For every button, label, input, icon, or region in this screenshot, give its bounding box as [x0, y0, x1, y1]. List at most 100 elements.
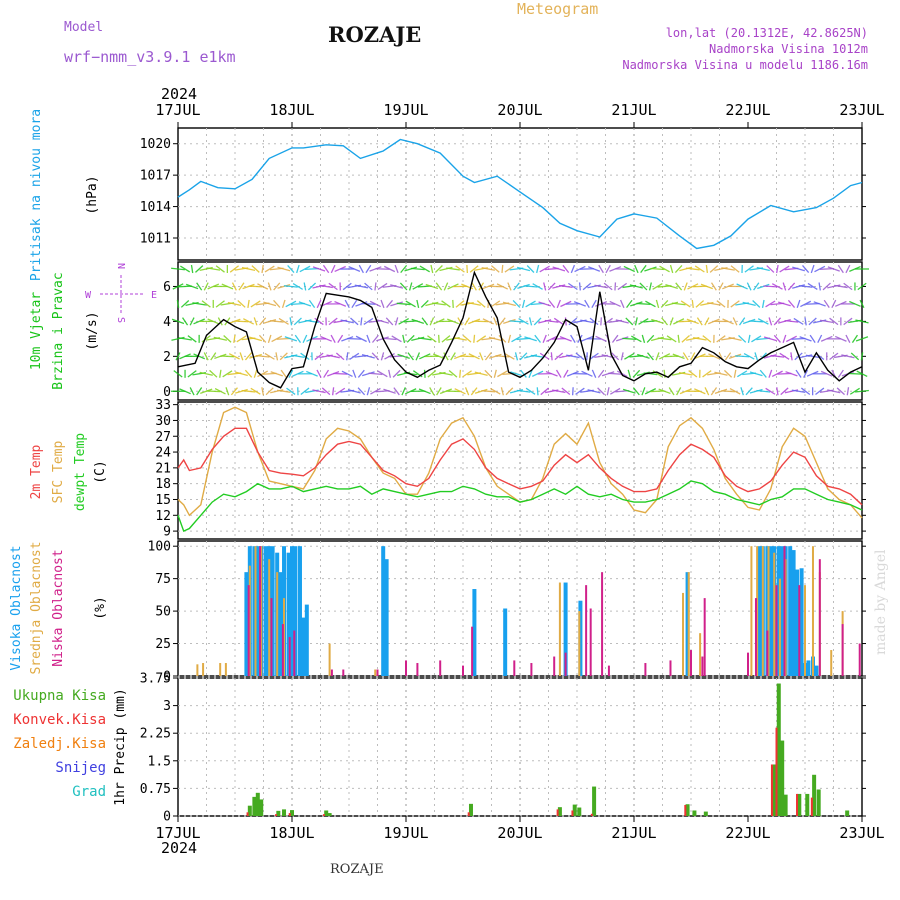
wind-barb — [539, 265, 550, 273]
wind-barb — [747, 334, 751, 343]
cloud-mid-bar — [578, 611, 581, 676]
wind-barb — [834, 284, 848, 289]
wind-barb — [575, 352, 585, 361]
wind-barb — [457, 317, 463, 326]
wind-barb — [771, 283, 783, 290]
wind-barb — [464, 387, 470, 396]
wind-barb — [244, 369, 253, 378]
wind-barb — [622, 388, 636, 394]
wind-barb — [843, 282, 853, 291]
wind-barb — [348, 266, 361, 272]
wind-barb — [570, 264, 576, 274]
wind-barb — [370, 387, 381, 395]
wind-barb — [582, 282, 592, 291]
wind-barb — [490, 300, 501, 308]
cloud-low-bar — [416, 663, 419, 676]
wind-barb — [410, 267, 425, 271]
wind-barb — [328, 282, 338, 291]
wind-barb — [215, 300, 225, 308]
wind-barb — [544, 319, 559, 323]
wind-barb — [214, 388, 226, 395]
wind-barb — [644, 266, 657, 272]
wind-barb — [189, 387, 195, 396]
wind-barb — [521, 299, 526, 309]
wind-barb — [427, 370, 437, 378]
wind-barb — [375, 268, 390, 270]
wind-barb — [694, 388, 706, 395]
wind-barb — [650, 336, 665, 342]
wind-barb — [357, 387, 366, 396]
wind-barb — [459, 369, 462, 378]
wind-barb — [531, 370, 544, 377]
wind-barb — [267, 282, 272, 291]
wind-barb — [382, 337, 397, 341]
wind-barb — [632, 387, 640, 396]
wind-barb — [710, 387, 718, 396]
wind-barb — [173, 370, 183, 378]
wind-barb — [659, 265, 670, 273]
wind-barb — [524, 336, 537, 342]
precip-conv-bar — [322, 814, 325, 816]
wind-barb — [550, 352, 553, 361]
wind-barb — [749, 320, 764, 323]
wind-barb — [200, 388, 213, 394]
wind-barb — [179, 353, 191, 360]
wind-barb — [601, 371, 615, 377]
wind-barb — [270, 371, 283, 377]
wind-barb — [850, 352, 860, 361]
wind-barb — [497, 370, 508, 378]
wind-barb — [792, 284, 806, 289]
wind-barb — [369, 300, 382, 308]
wind-barb — [234, 371, 248, 377]
wind-barb — [214, 353, 227, 360]
wind-barb — [249, 353, 262, 359]
cloud-low-bar — [376, 669, 379, 676]
wind-barb — [335, 387, 346, 395]
temp-ylabel-sfc: SFC Temp — [51, 441, 66, 504]
wind-barb — [743, 353, 755, 360]
wind-barb — [704, 387, 710, 396]
wind-barb — [180, 300, 190, 308]
wind-barb — [462, 335, 472, 343]
wind-barb — [661, 317, 669, 326]
wind-barb — [728, 336, 742, 341]
wind-barb — [243, 318, 255, 325]
wind-barb — [624, 352, 635, 360]
wind-barb — [735, 355, 750, 358]
wind-barb — [394, 317, 399, 326]
wind-barb — [383, 388, 396, 394]
wind-barb — [785, 335, 797, 343]
y-tick-label: 1.5 — [148, 754, 171, 769]
y-tick-label: 15 — [155, 493, 171, 508]
wind-barb — [321, 387, 331, 396]
wind-barb — [264, 352, 275, 360]
cloud-high-bar — [270, 546, 275, 676]
wind-barb — [708, 318, 720, 325]
wind-barb — [393, 387, 400, 396]
wind-barb — [499, 317, 506, 326]
y-tick-label: 21 — [155, 461, 171, 476]
wind-barb — [467, 301, 481, 306]
wind-barb — [429, 387, 435, 396]
wind-barb — [280, 369, 287, 378]
wind-barb — [608, 372, 623, 375]
wind-barb — [287, 264, 295, 273]
wind-barb — [636, 302, 651, 306]
wind-barb — [314, 317, 324, 326]
wind-barb — [799, 336, 812, 342]
wind-barb — [570, 334, 576, 343]
wind-barb — [361, 302, 376, 305]
wind-barb — [257, 370, 269, 378]
cloud-ylabel-mid: Srednja Oblacnost — [29, 541, 44, 674]
wind-barb — [827, 266, 840, 272]
wind-barb — [385, 317, 394, 326]
wind-barb — [314, 352, 324, 361]
cloud-mid-bar — [283, 598, 286, 676]
wind-barb — [802, 264, 810, 274]
wind-barb — [655, 299, 660, 309]
wind-barb — [242, 283, 255, 290]
wind-barb — [380, 352, 385, 361]
cloud-mid-bar — [254, 546, 257, 676]
wind-barb — [476, 300, 486, 308]
wind-barb — [482, 318, 494, 325]
